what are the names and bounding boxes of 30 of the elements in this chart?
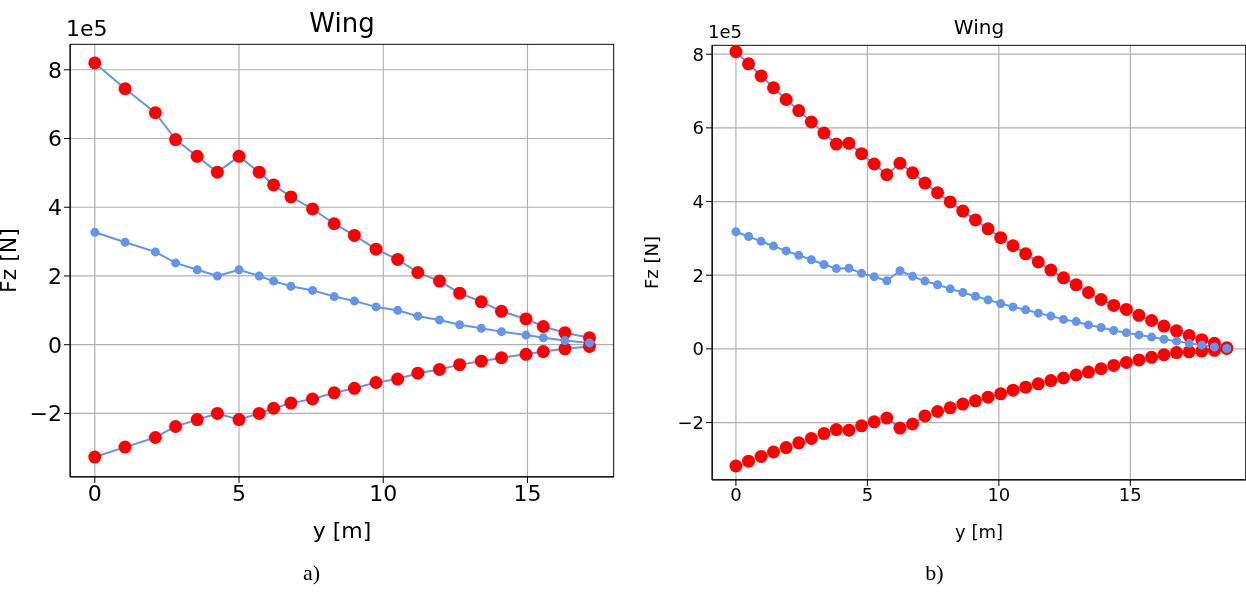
y-tick-label: −2 xyxy=(29,401,62,427)
y-tick-label: −2 xyxy=(677,411,704,433)
x-tick-label: 10 xyxy=(369,480,398,506)
text: 1e5 xyxy=(708,21,742,42)
text: a) xyxy=(301,560,322,586)
y-axis-title: Fz [N] xyxy=(0,228,21,293)
x-tick-label: 0 xyxy=(87,480,102,506)
y-tick-label: 6 xyxy=(48,126,62,152)
y-tick-label: 2 xyxy=(48,263,62,289)
y-tick-label: 8 xyxy=(692,43,704,65)
text: 1e5 xyxy=(66,16,108,41)
y-tick-label: 8 xyxy=(48,57,62,83)
y-tick-label: 0 xyxy=(692,338,704,360)
x-tick-label: 15 xyxy=(513,480,542,506)
x-tick-label: 5 xyxy=(861,483,874,505)
y-tick-label: 0 xyxy=(48,332,62,358)
y-axis-title: Fz [N] xyxy=(641,235,663,290)
y-tick-label: 4 xyxy=(48,195,62,221)
x-axis-title: y [m] xyxy=(312,518,372,543)
chart-title: Wing xyxy=(953,15,1005,39)
x-tick-label: 5 xyxy=(232,480,247,506)
x-tick-label: 0 xyxy=(730,483,742,505)
y-tick-label: 4 xyxy=(692,190,704,212)
x-tick-label: 10 xyxy=(987,483,1011,505)
chart-title: Wing xyxy=(309,8,375,38)
y-tick-label: 6 xyxy=(692,117,704,139)
x-axis-title: y [m] xyxy=(955,521,1003,542)
x-tick-label: 15 xyxy=(1118,483,1142,505)
y-tick-label: 2 xyxy=(692,264,704,286)
text: b) xyxy=(924,560,945,586)
